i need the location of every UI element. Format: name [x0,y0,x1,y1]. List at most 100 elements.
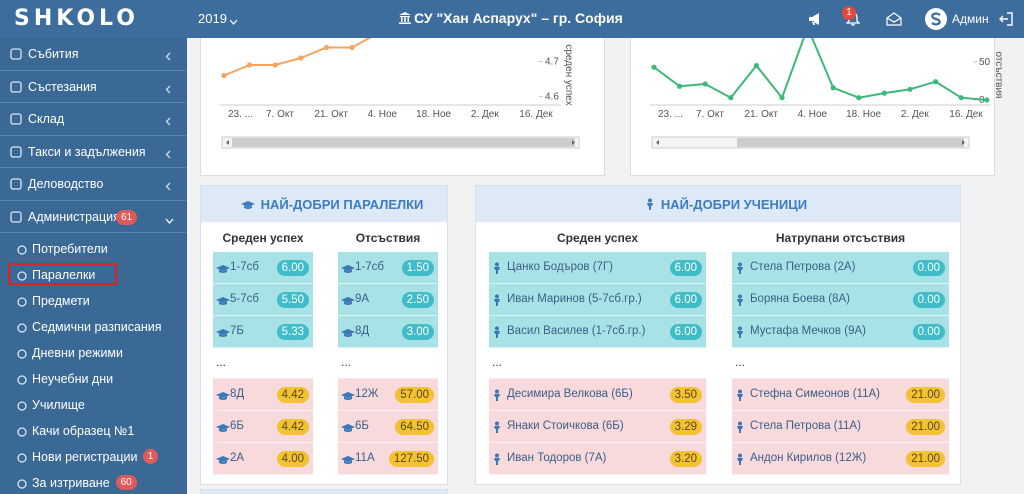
avatar [924,7,948,34]
row-name[interactable]: Андон Кирилов (12Ж) [750,452,867,464]
y-tick-label: 4.6 [545,92,559,103]
row-badge: 0.00 [912,260,945,276]
row-name[interactable]: Боряна Боева (8А) [750,293,851,305]
row-name[interactable]: Стела Петрова (2А) [750,261,856,273]
row-name[interactable]: 1-7сб [230,261,259,273]
data-point [677,83,683,89]
submenu-icon [17,374,27,388]
table-row: Стела Петрова (11А) 21.00 [732,411,949,443]
row-name[interactable]: 8Д [230,388,245,400]
cap-icon [216,297,230,305]
row-icon [492,389,502,404]
person-icon [494,421,500,433]
row-name[interactable]: 5-7сб [230,293,259,305]
submenu-icon [17,348,27,362]
exit[interactable] [998,11,1014,27]
table-row: 6Б 4.42 [213,411,313,443]
submenu-item[interactable]: Нови регистрации 1 [0,444,187,470]
row-name[interactable]: 1-7сб [355,261,384,273]
row-name[interactable]: 12Ж [355,388,379,400]
menu-item[interactable]: Състезания [0,71,187,103]
submenu-item[interactable]: Качи образец №1 [0,418,187,444]
year-select[interactable]: 2019 [198,11,227,26]
chevron [165,214,174,228]
row-name[interactable]: Стефна Симеонов (11А) [750,388,880,400]
submenu-item[interactable]: За изтриване 60 [0,470,187,494]
row-name[interactable]: Иван Тодоров (7А) [507,452,607,464]
row-name[interactable]: Васил Василев (1-7сб.гр.) [507,325,646,337]
chevron-down [165,218,174,224]
row-name[interactable]: 11А [355,452,375,464]
x-tick-label: 18. Ное [416,109,451,120]
logo[interactable]: SHKOLO [14,6,139,31]
row-name[interactable]: 6Б [355,420,369,432]
row-badge: 6.00 [276,260,309,276]
submenu-item[interactable]: Паралелки [0,262,187,288]
person-icon [737,421,743,433]
row-name[interactable]: 7Б [230,325,244,337]
data-point [805,25,810,30]
menu-icon [10,80,22,96]
megaphone[interactable] [807,12,823,26]
announce-icon [807,12,823,29]
submenu-item[interactable]: Дневни режими [0,340,187,366]
gap-row: ... [338,348,438,379]
row-name[interactable]: Мустафа Мечков (9А) [750,325,866,337]
chevron-left [165,150,171,158]
menu-item[interactable]: Деловодство [0,168,187,201]
menu-item[interactable]: Такси и задължения [0,136,187,168]
submenu-badge: 1 [142,449,159,464]
menu-badge: 61 [116,209,138,225]
row-name[interactable]: Стела Петрова (11А) [750,420,861,432]
row-name[interactable]: 8Д [355,325,370,337]
submenu-item[interactable]: Неучебни дни [0,366,187,392]
row-name[interactable]: 6Б [230,420,244,432]
charts-layer: 4.6 4.7 среден успех 23. ... 7. Окт 21. Окт 4.… [220,25,1004,149]
caret-icon [229,19,238,25]
cap-icon [341,424,355,432]
menu-item[interactable]: Администрация 61 [0,201,187,233]
menu-item[interactable]: Събития [0,38,187,71]
icon-shape [17,375,27,385]
row-name[interactable]: Цанко Бодъров (7Г) [507,261,613,273]
row-name[interactable]: 9А [355,293,370,305]
submenu-item[interactable]: Предмети [0,288,187,314]
row-badge: 1.50 [401,260,434,276]
envelope[interactable] [886,12,902,26]
cap-icon [216,456,230,464]
user-name[interactable]: Админ [952,12,989,26]
notification-badge[interactable]: 1 [842,6,856,20]
row-badge: 4.00 [276,451,309,467]
row-icon [341,295,355,309]
bank-icon [399,12,411,24]
icon-shape [10,178,22,190]
title-text: НАЙ-ДОБРИ ПАРАЛЕЛКИ [260,197,424,212]
submenu-item[interactable]: Потребители [0,236,187,262]
column-header: Среден успех [222,231,304,245]
column-header: Среден успех [556,231,639,245]
row-name[interactable]: Иван Маринов (5-7сб.гр.) [507,293,642,305]
submenu-item[interactable]: Училище [0,392,187,418]
row-name[interactable]: 2А [230,452,245,464]
selection-box [8,263,117,285]
row-name[interactable]: Десимира Велкова (6Б) [507,388,633,400]
submenu-label: Предмети [32,294,90,308]
row-badge: 5.50 [276,292,309,308]
avatar-circle[interactable] [924,7,948,31]
cap-icon [341,329,355,337]
row-icon [735,262,745,277]
cap-icon [341,265,355,273]
row-badge: 0.00 [912,292,945,308]
chevron [165,83,172,97]
icon-shape [17,245,27,255]
school-title: СУ "Хан Аспарух" – гр. София [414,10,623,26]
row-badge: 3.29 [669,419,702,435]
submenu-item[interactable]: Седмични разписания [0,314,187,340]
row-badge: 64.50 [395,419,434,435]
menu-item[interactable]: Склад [0,103,187,136]
row-icon [735,294,745,309]
row-badge: 21.00 [906,387,945,403]
row-icon [492,326,502,341]
row-name[interactable]: Янаки Стоичкова (6Б) [507,420,624,432]
icon-shape [10,113,22,125]
